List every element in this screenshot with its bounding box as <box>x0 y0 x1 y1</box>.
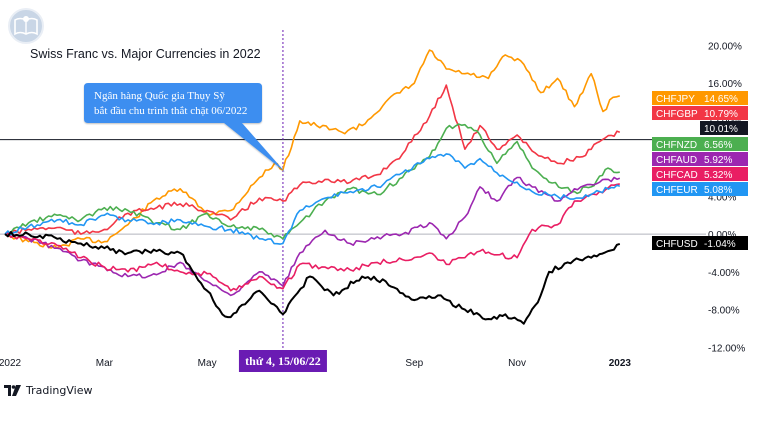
annotation-callout: Ngân hàng Quốc gia Thụy Sỹ bắt đầu chu t… <box>84 83 285 172</box>
value-tag-value-bg <box>700 167 748 181</box>
annotation-bubble <box>84 83 285 172</box>
tradingview-logo: TradingView <box>4 384 92 397</box>
value-tag-value-bg <box>700 106 748 120</box>
series-line-chfjpy <box>4 49 621 249</box>
site-logo <box>8 8 44 44</box>
series-line-chfusd <box>4 231 621 325</box>
value-tag-name-bg <box>652 106 700 120</box>
tradingview-icon <box>4 385 21 396</box>
x-axis: 2022 Mar May Sep Nov 2023 <box>0 358 631 369</box>
value-tag-value-bg <box>700 152 748 166</box>
series-line-chfeur <box>4 153 621 245</box>
book-icon <box>14 16 38 36</box>
value-tag-name: CHFAUD <box>656 155 697 166</box>
date-marker-box <box>238 350 327 372</box>
y-tick-label: 0.00% <box>708 230 736 241</box>
value-tag-value-bg <box>700 236 748 250</box>
y-tick-label: -4.00% <box>708 268 740 279</box>
y-tick-label: -8.00% <box>708 306 740 317</box>
value-tag-name-bg <box>652 167 700 181</box>
value-tag-name-bg <box>652 137 700 151</box>
y-axis: 20.00%16.00%12.00%8.00%4.00%0.00%-4.00%-… <box>708 41 745 354</box>
value-tag-name: CHFCAD <box>656 170 698 181</box>
value-tag-value: 5.92% <box>704 155 732 166</box>
value-tag-value: 5.08% <box>704 185 732 196</box>
value-tag-value-bg <box>700 182 748 196</box>
value-tag-value: 10.01% <box>704 124 738 135</box>
x-tick-label: Sep <box>405 358 423 369</box>
value-tag-value-bg <box>700 137 748 151</box>
value-tag-value-bg <box>700 91 748 105</box>
value-tag-name: CHFJPY <box>656 94 695 105</box>
x-tick-label: May <box>198 358 217 369</box>
x-tick-label: Mar <box>96 358 114 369</box>
value-tag-value: 6.56% <box>704 140 732 151</box>
y-tick-label: 4.00% <box>708 192 736 203</box>
y-tick-label: -12.00% <box>708 343 745 354</box>
value-tag-value: 10.79% <box>704 109 738 120</box>
value-tag-name: CHFUSD <box>656 239 698 250</box>
x-tick-label: 2022 <box>0 358 22 369</box>
annotation-text-line2: bắt đầu chu trình thắt chặt 06/2022 <box>94 105 247 117</box>
series-line-chfcad <box>4 183 620 292</box>
value-tag-value: -1.04% <box>704 239 736 250</box>
x-tick-label: 2023 <box>609 358 632 369</box>
chart-title: Swiss Franc vs. Major Currencies in 2022 <box>30 47 261 61</box>
y-tick-label: 16.00% <box>708 79 742 90</box>
date-marker-label: thứ 4, 15/06/22 <box>238 350 327 372</box>
annotation-text-line1: Ngân hàng Quốc gia Thụy Sỹ <box>94 90 225 102</box>
x-tick-label: Nov <box>508 358 526 369</box>
value-tag-name: CHFGBP <box>656 109 698 120</box>
value-tags: CHFJPY 14.65% CHFGBP 10.79% 10.01% CHFNZD 6.56… <box>652 91 748 250</box>
value-tag-value: 5.32% <box>704 170 732 181</box>
value-tag-name-bg <box>652 152 700 166</box>
series-lines <box>4 49 621 325</box>
value-tag-name: CHFEUR <box>656 185 698 196</box>
value-tag-name-bg <box>652 236 700 250</box>
y-tick-label: 20.00% <box>708 41 742 52</box>
tradingview-label: TradingView <box>26 384 93 397</box>
value-tag-name-bg <box>652 91 700 105</box>
value-tag-name: CHFNZD <box>656 140 697 151</box>
value-tag-name-bg <box>652 182 700 196</box>
series-line-chfgbp <box>4 84 621 235</box>
series-line-chfnzd <box>4 123 620 240</box>
date-marker-text: thứ 4, 15/06/22 <box>245 354 321 368</box>
value-tag-value: 14.65% <box>704 94 738 105</box>
value-tag-value-bg <box>700 121 748 135</box>
